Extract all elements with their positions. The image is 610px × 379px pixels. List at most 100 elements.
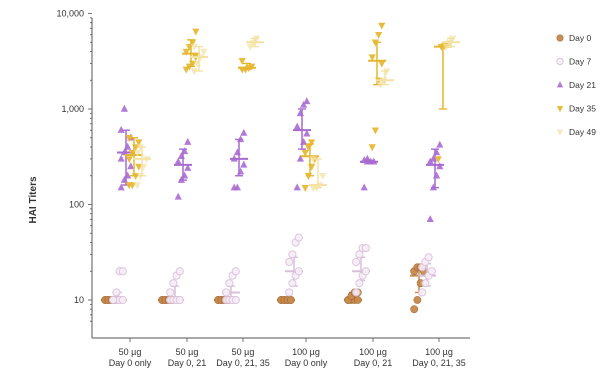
data-point (293, 183, 301, 191)
data-point (296, 154, 304, 162)
data-point (222, 288, 231, 297)
data-point (182, 66, 190, 74)
data-point (193, 60, 201, 68)
data-point (190, 68, 198, 76)
data-point (368, 54, 376, 62)
data-point (413, 296, 422, 304)
data-point (233, 183, 241, 191)
data-point (379, 77, 387, 85)
data-point (109, 295, 118, 305)
data-point (117, 183, 125, 191)
data-point (133, 182, 141, 190)
data-point (237, 135, 245, 143)
data-point (132, 144, 140, 152)
data-point (140, 163, 148, 171)
legend-entry: Day 35 (569, 104, 596, 114)
data-point (248, 63, 256, 71)
data-point (300, 100, 308, 108)
data-point (175, 295, 184, 305)
data-point (429, 154, 437, 162)
data-point (124, 171, 132, 179)
data-point (378, 60, 386, 68)
y-tick-label: 100 (69, 200, 84, 210)
data-point (184, 137, 192, 145)
data-point (445, 39, 453, 47)
data-point (189, 39, 197, 47)
data-point (434, 156, 442, 164)
data-point (301, 184, 309, 192)
data-point (118, 295, 127, 305)
data-point (304, 173, 312, 180)
legend-marker (556, 129, 564, 136)
data-point (189, 60, 197, 68)
data-point (120, 104, 128, 112)
legend: Day 0 Day 7 Day 21 Day 35 Day 49 (556, 33, 596, 137)
y-tick-label: 10,000 (56, 9, 84, 19)
data-point (410, 305, 419, 314)
data-point (120, 148, 128, 156)
data-point (371, 127, 379, 135)
data-point (288, 250, 297, 259)
data-point (182, 48, 190, 56)
data-point (294, 267, 303, 276)
legend-entry: Day 21 (569, 80, 596, 90)
data-point (237, 167, 245, 175)
x-tick-label-schedule: Day 0, 21, 35 (216, 358, 270, 368)
data-point (378, 22, 386, 30)
data-point (127, 162, 135, 170)
data-point (285, 288, 294, 297)
data-point (136, 144, 144, 152)
data-point (293, 122, 301, 130)
x-tick-label-schedule: Day 0, 21 (168, 358, 207, 368)
data-point (319, 173, 327, 180)
data-point (296, 109, 304, 117)
legend-marker (556, 106, 564, 113)
legend-marker (556, 34, 564, 42)
x-tick-label-dose: 100 µg (292, 347, 320, 357)
data-point (175, 267, 184, 276)
x-tick-label-dose: 100 µg (425, 347, 453, 357)
data-point (370, 157, 378, 165)
data-point (361, 243, 370, 253)
data-point (303, 129, 311, 137)
data-point (368, 144, 376, 152)
legend-marker (556, 81, 564, 88)
data-point (375, 31, 383, 39)
data-point (301, 149, 309, 157)
data-point (133, 149, 141, 157)
data-point (185, 63, 193, 71)
data-point (355, 250, 364, 259)
x-tick-label-schedule: Day 0 only (109, 358, 152, 368)
data-point (125, 156, 133, 164)
data-point (288, 279, 297, 288)
data-point (286, 296, 295, 304)
data-point (308, 139, 316, 147)
data-point (249, 39, 257, 47)
data-point (421, 279, 430, 288)
data-point (136, 173, 144, 180)
data-point (304, 144, 312, 152)
data-point (112, 288, 121, 297)
data-point (225, 279, 234, 288)
data-point (117, 154, 125, 162)
data-point (233, 148, 241, 156)
data-point (383, 68, 391, 76)
x-tick-label-schedule: Day 0, 21, 35 (412, 358, 466, 368)
data-point (192, 28, 200, 36)
data-marks (101, 22, 460, 314)
x-tick-label-schedule: Day 0, 21 (354, 358, 393, 368)
data-point (230, 154, 238, 162)
data-point (238, 58, 246, 65)
x-tick-label-dose: 50 µg (119, 347, 142, 357)
data-point (352, 288, 361, 297)
data-point (449, 35, 457, 43)
data-point (253, 35, 261, 43)
data-point (124, 142, 132, 150)
data-point (300, 137, 308, 145)
x-tick-label-dose: 100 µg (359, 347, 387, 357)
data-point (429, 183, 437, 191)
data-point (376, 81, 384, 89)
